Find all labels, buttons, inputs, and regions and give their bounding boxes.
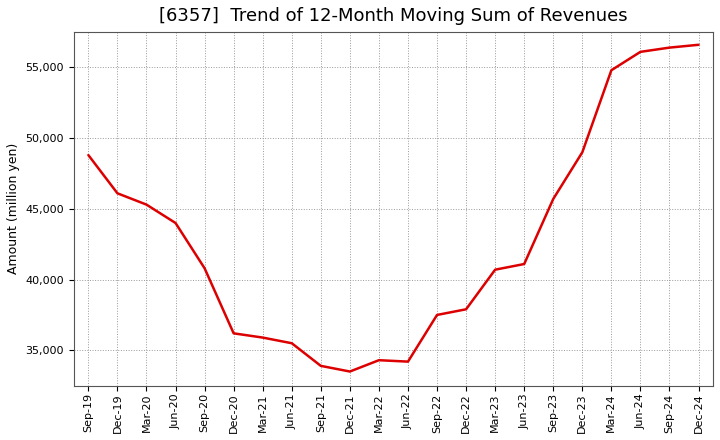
Title: [6357]  Trend of 12-Month Moving Sum of Revenues: [6357] Trend of 12-Month Moving Sum of R… <box>159 7 628 25</box>
Y-axis label: Amount (million yen): Amount (million yen) <box>7 143 20 275</box>
